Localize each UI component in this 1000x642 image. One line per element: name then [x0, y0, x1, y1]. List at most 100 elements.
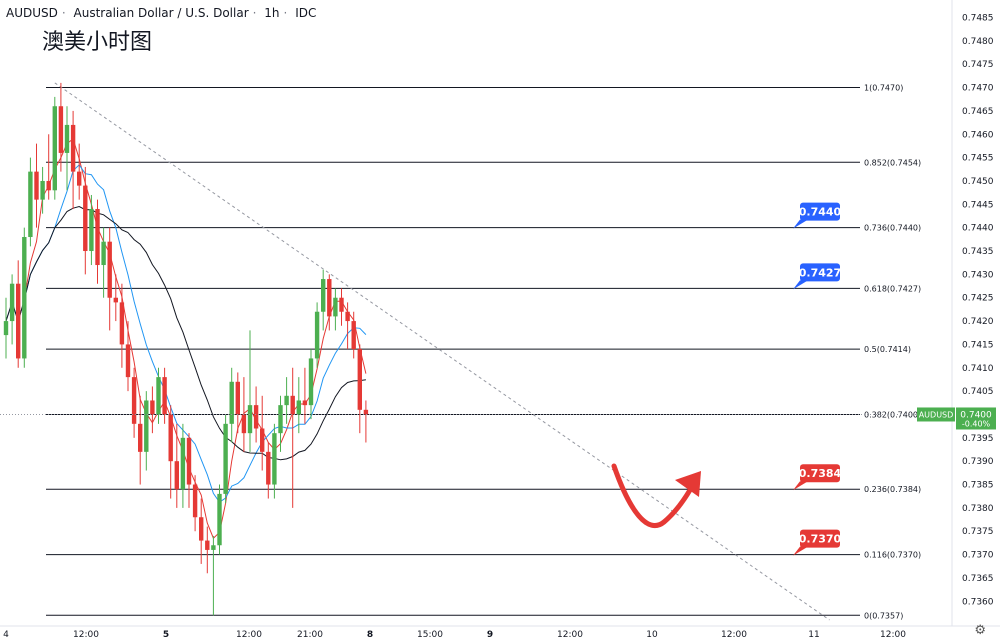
- price-tick-label: 0.7370: [962, 551, 994, 561]
- candle-body: [77, 171, 82, 186]
- candle-body: [229, 381, 234, 424]
- fib-level-label: 0.618(0.7427): [864, 284, 921, 293]
- candle-body: [89, 208, 94, 252]
- time-tick-label: 12:00: [557, 630, 583, 640]
- candle-body: [357, 349, 362, 410]
- candle-body: [52, 106, 57, 191]
- chart-title: 澳美小时图: [42, 30, 153, 55]
- candle-body: [70, 124, 76, 172]
- fib-level-label: 0.852(0.7454): [864, 158, 921, 167]
- candle-body: [241, 414, 247, 434]
- price-tick-label: 0.7385: [962, 481, 994, 491]
- fib-level-label: 0.736(0.7440): [864, 224, 921, 233]
- candle-body: [46, 180, 51, 191]
- candle-body: [253, 405, 259, 429]
- price-tick-label: 0.7375: [962, 527, 994, 537]
- settings-gear-icon[interactable]: ⚙: [974, 623, 986, 638]
- fib-level-label: 1(0.7470): [864, 84, 903, 93]
- candle-body: [174, 461, 179, 490]
- price-tick-label: 0.7405: [962, 387, 994, 397]
- candle-body: [101, 241, 106, 266]
- time-axis-labels: 4 12:00 5 12:00 21:00 8 15:00 9 12:00 10 12:00 11 12…: [3, 630, 906, 640]
- candle-body: [205, 540, 210, 550]
- candle-body: [223, 423, 228, 494]
- candle-body: [235, 381, 240, 415]
- price-tick-label: 0.7395: [962, 434, 994, 444]
- candle-body: [351, 321, 356, 350]
- candle-body: [34, 171, 39, 200]
- price-tag-box: [800, 202, 840, 221]
- price-tick-label: 0.7475: [962, 60, 994, 70]
- candle-body: [272, 433, 277, 485]
- price-axis-labels: 0.7485 0.7480 0.7475 0.7470 0.7465 0.7460 0.74…: [962, 14, 994, 608]
- candle-body: [290, 395, 295, 415]
- candle-body: [314, 311, 320, 359]
- time-tick-label: 12:00: [73, 630, 99, 640]
- candle-body: [296, 400, 301, 415]
- candle-body: [260, 428, 265, 452]
- ma-slow-line: [5, 205, 366, 461]
- candle-body: [3, 321, 9, 336]
- time-tick-label: 10: [646, 630, 658, 640]
- time-tick-label: 15:00: [417, 630, 443, 640]
- price-tick-label: 0.7410: [962, 364, 994, 374]
- price-tick-label: 0.7360: [962, 597, 994, 607]
- price-tags: 0.7440 0.7427 0.7384 0.7370: [793, 202, 842, 556]
- price-tick-label: 0.7485: [962, 14, 994, 24]
- symbol-name: Australian Dollar / U.S. Dollar: [73, 6, 249, 20]
- candle-body: [345, 311, 350, 322]
- candle-body: [186, 437, 192, 485]
- candle-body: [138, 423, 143, 452]
- price-tick-label: 0.7415: [962, 340, 994, 350]
- price-tag-pointer: [793, 219, 808, 229]
- candle-body: [131, 377, 137, 424]
- current-symbol-box: [917, 407, 955, 422]
- fib-level-label: 0.5(0.7414): [864, 345, 911, 354]
- price-tick-label: 0.7425: [962, 294, 994, 304]
- candle-body: [64, 124, 70, 153]
- candle-body: [40, 180, 45, 200]
- time-tick-label: 11: [808, 630, 819, 640]
- candle-body: [107, 241, 112, 298]
- candle-body: [180, 437, 186, 490]
- candle-body: [247, 405, 253, 434]
- symbol-label[interactable]: AUDUSD: [6, 6, 58, 20]
- price-tag-pointer: [793, 546, 808, 556]
- price-tick-label: 0.7470: [962, 84, 994, 94]
- exchange-label: IDC: [295, 6, 317, 20]
- price-tick-label: 0.7465: [962, 107, 994, 117]
- price-tick-label: 0.7390: [962, 457, 994, 467]
- price-tick-label: 0.7435: [962, 247, 994, 257]
- candle-body: [16, 283, 21, 359]
- symbol-header: AUDUSD · Australian Dollar / U.S. Dollar ·…: [6, 6, 317, 20]
- price-tick-label: 0.7460: [962, 130, 994, 140]
- forecast-arrow-path: [611, 463, 693, 529]
- forecast-arrow-head: [675, 471, 701, 497]
- time-tick-label: 21:00: [297, 630, 323, 640]
- current-price-box: [956, 407, 996, 430]
- candle-body: [150, 400, 155, 415]
- candle-body: [22, 237, 27, 359]
- candle-body: [162, 377, 167, 415]
- candle-body: [211, 545, 216, 550]
- time-tick-label: 12:00: [880, 630, 906, 640]
- candle-body: [284, 395, 289, 406]
- fib-level-label: 0.116(0.7370): [864, 551, 921, 560]
- ma-mid-line: [5, 164, 367, 503]
- candle-body: [28, 171, 33, 238]
- price-tick-label: 0.7440: [962, 224, 994, 234]
- time-tick-label: 12:00: [721, 630, 747, 640]
- candle-body: [125, 344, 131, 378]
- candle-body: [95, 208, 100, 266]
- price-tag-label: 0.7370: [799, 533, 842, 546]
- fibonacci-levels: 1(0.7470) 0.852(0.7454) 0.736(0.7440) 0.618…: [46, 84, 921, 620]
- price-tick-label: 0.7430: [962, 270, 994, 280]
- candle-body: [156, 377, 161, 415]
- price-tag-label: 0.7427: [799, 266, 841, 279]
- price-tag-label: 0.7440: [799, 206, 842, 219]
- interval-label[interactable]: 1h: [264, 6, 280, 20]
- price-tag-box: [800, 464, 840, 483]
- time-tick-label: 4: [3, 630, 9, 640]
- fib-level-label: 0.236(0.7384): [864, 485, 921, 494]
